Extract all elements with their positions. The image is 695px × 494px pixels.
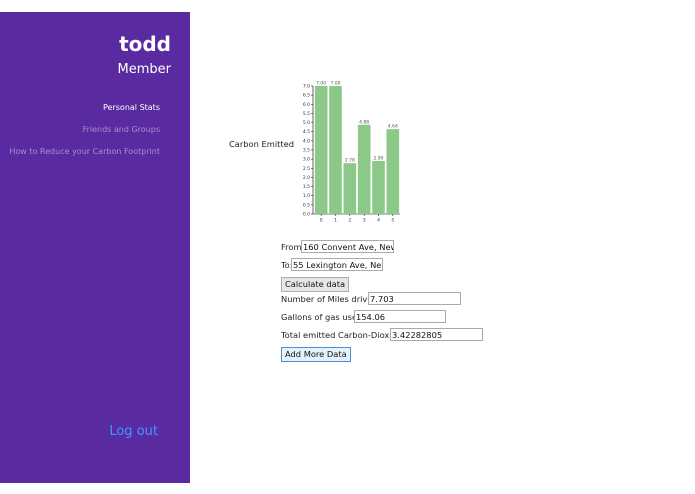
chart-label: Carbon Emitted: [229, 139, 295, 149]
from-input[interactable]: 160 Convent Ave, New Y: [301, 240, 394, 253]
x-tick-label: 4: [377, 218, 380, 224]
y-tick-label: 6.5: [303, 93, 310, 99]
y-tick-label: 0.0: [303, 212, 310, 218]
y-tick-label: 1.5: [303, 184, 310, 190]
from-label: From:: [281, 242, 305, 252]
y-tick-label: 4.5: [303, 129, 310, 135]
y-tick-label: 4.0: [303, 138, 310, 144]
y-tick-label: 0.5: [303, 202, 310, 208]
bar: [329, 86, 342, 214]
y-tick-label: 2.5: [303, 166, 310, 172]
nav-link[interactable]: Personal Stats: [103, 103, 160, 112]
chart: 0.0 0.5 1.0 1.5 2.0 2.5 3.0 3.5 4.0 4.5 5.0 5.5 6.0 6…: [303, 81, 400, 224]
miles-input[interactable]: 7.703: [368, 292, 461, 305]
co2-input[interactable]: 3.42282805: [390, 328, 483, 341]
y-tick-label: 1.0: [303, 193, 310, 199]
bar: [314, 86, 328, 214]
to-label: To:: [281, 260, 293, 270]
value-label: 7.00: [330, 81, 340, 87]
user-name: todd: [119, 32, 171, 56]
value-label: 4.64: [388, 124, 398, 130]
bar: [386, 129, 400, 214]
user-role: Member: [117, 62, 171, 77]
value-label: 2.78: [345, 158, 355, 164]
y-tick-label: 3.0: [303, 157, 310, 163]
bar: [357, 124, 371, 214]
y-tick-label: 5.0: [303, 120, 310, 126]
sidebar: todd Member Personal Stats Friends and G…: [0, 12, 190, 483]
nav-link[interactable]: How to Reduce your Carbon Footprint: [9, 147, 160, 156]
y-tick-label: 5.5: [303, 111, 310, 117]
logout-link[interactable]: Log out: [109, 424, 158, 439]
x-tick-label: 1: [334, 218, 337, 224]
x-tick-label: 2: [348, 218, 351, 224]
gallons-label: Gallons of gas used:: [281, 312, 366, 322]
value-label: 4.88: [359, 119, 369, 125]
y-tick-label: 2.0: [303, 175, 310, 181]
gallons-input[interactable]: 154.06: [354, 310, 446, 323]
y-tick-label: 6.0: [303, 102, 310, 108]
co2-label: Total emitted Carbon-Dioxide:: [281, 330, 405, 340]
x-tick-label: 5: [391, 218, 394, 224]
value-label: 7.00: [316, 81, 326, 87]
bar: [372, 160, 385, 214]
bar: [343, 163, 357, 214]
y-tick-label: 7.0: [303, 84, 310, 90]
x-tick-label: 0: [320, 218, 323, 224]
value-label: 2.90: [373, 155, 383, 161]
add-button[interactable]: Add More Data: [281, 347, 351, 362]
x-tick-label: 3: [363, 218, 366, 224]
calculate-button[interactable]: Calculate data: [281, 277, 350, 292]
nav-link[interactable]: Friends and Groups: [82, 125, 160, 134]
y-tick-label: 3.5: [303, 148, 310, 154]
miles-label: Number of Miles driven:: [281, 294, 381, 304]
to-input[interactable]: 55 Lexington Ave, New Y: [291, 258, 383, 271]
